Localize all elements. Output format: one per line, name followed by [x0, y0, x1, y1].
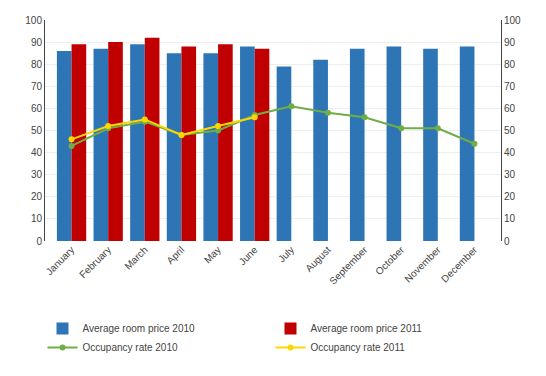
- svg-text:80: 80: [504, 59, 516, 70]
- svg-text:October: October: [373, 244, 406, 277]
- svg-text:100: 100: [25, 15, 42, 26]
- svg-text:10: 10: [504, 213, 516, 224]
- svg-text:60: 60: [504, 103, 516, 114]
- svg-text:20: 20: [31, 191, 43, 202]
- svg-text:40: 40: [504, 147, 516, 158]
- svg-text:90: 90: [31, 37, 43, 48]
- svg-text:September: September: [327, 244, 370, 287]
- svg-text:0: 0: [36, 236, 42, 247]
- svg-text:100: 100: [504, 15, 521, 26]
- svg-text:30: 30: [31, 169, 43, 180]
- svg-text:20: 20: [504, 191, 516, 202]
- svg-text:30: 30: [504, 169, 516, 180]
- svg-text:90: 90: [504, 37, 516, 48]
- svg-text:March: March: [122, 244, 149, 271]
- svg-text:January: January: [44, 244, 77, 277]
- svg-text:60: 60: [31, 103, 43, 114]
- svg-text:50: 50: [31, 125, 43, 136]
- svg-text:40: 40: [31, 147, 43, 158]
- svg-text:Average room price 2010: Average room price 2010: [83, 323, 196, 334]
- svg-text:10: 10: [31, 213, 43, 224]
- svg-text:Occupancy rate 2010: Occupancy rate 2010: [83, 342, 178, 353]
- svg-text:June: June: [237, 244, 260, 267]
- svg-text:February: February: [77, 244, 113, 280]
- svg-text:April: April: [164, 244, 186, 266]
- svg-text:Occupancy rate 2011: Occupancy rate 2011: [311, 342, 406, 353]
- svg-text:November: November: [402, 244, 443, 285]
- svg-text:70: 70: [31, 81, 43, 92]
- svg-text:0: 0: [504, 236, 510, 247]
- svg-text:July: July: [276, 244, 296, 264]
- svg-text:70: 70: [504, 81, 516, 92]
- svg-text:May: May: [202, 244, 223, 265]
- svg-text:50: 50: [504, 125, 516, 136]
- svg-text:Average room price 2011: Average room price 2011: [311, 323, 423, 334]
- svg-text:80: 80: [31, 59, 43, 70]
- svg-text:December: December: [439, 244, 480, 285]
- svg-text:August: August: [303, 244, 333, 274]
